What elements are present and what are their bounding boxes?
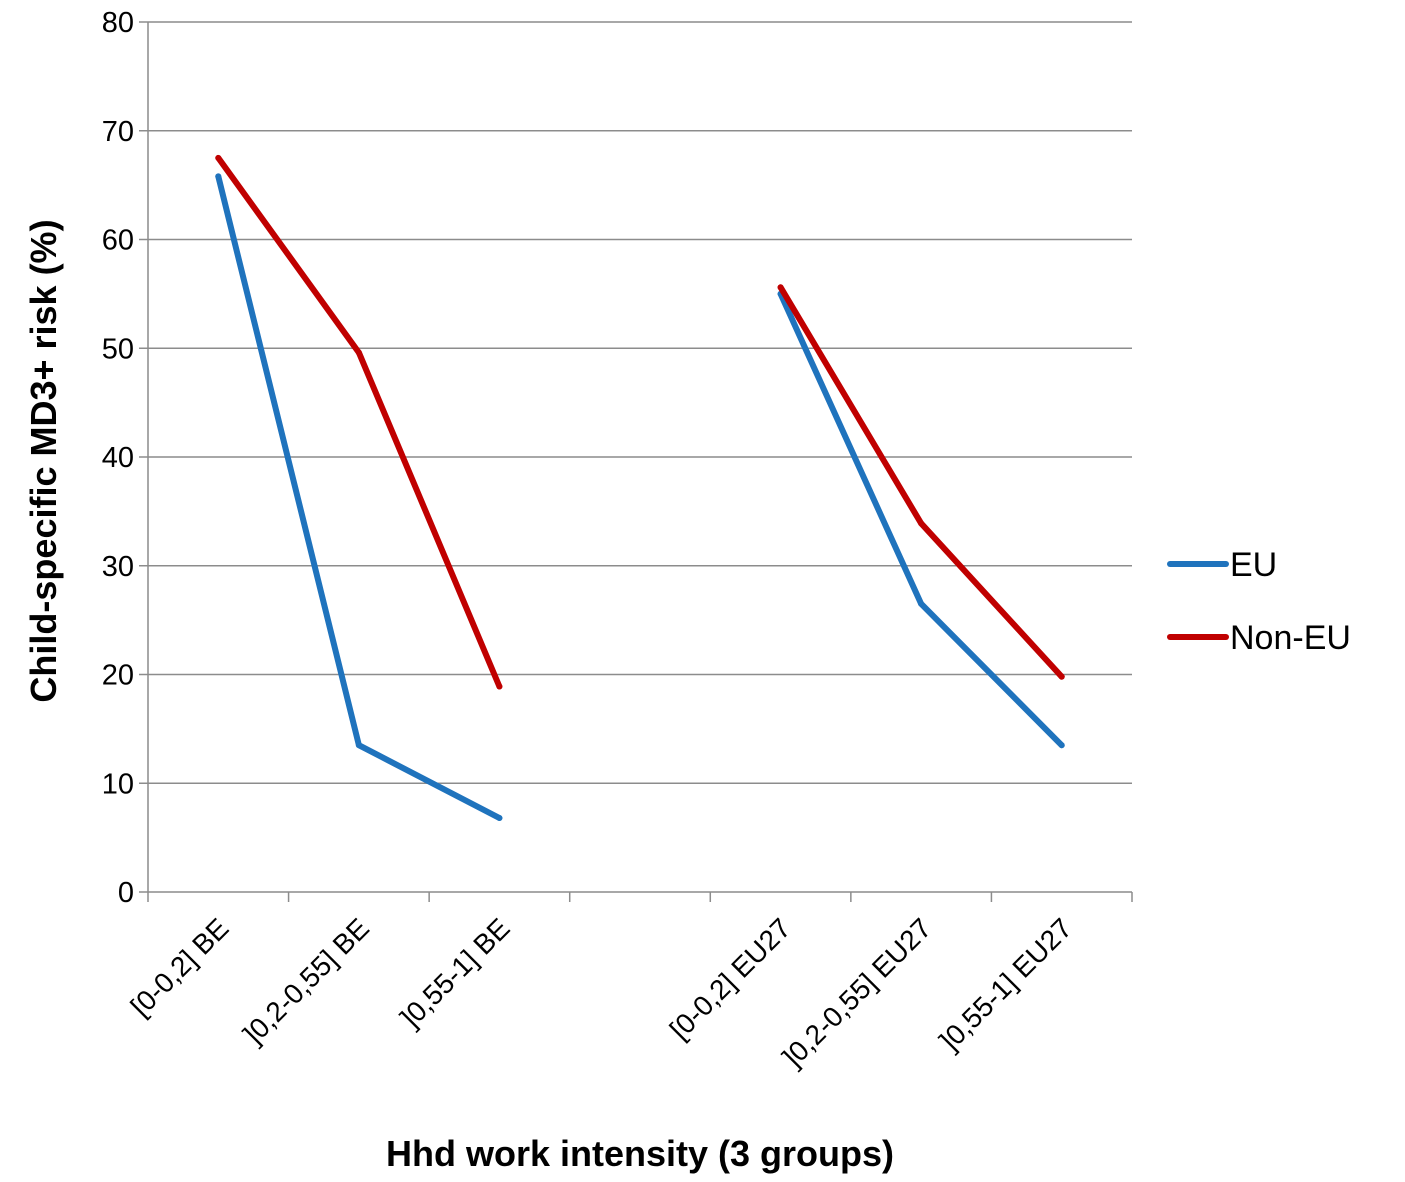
- legend-label: Non-EU: [1230, 619, 1351, 657]
- x-tick-label: ]0,2-0,55] EU27: [777, 912, 938, 1073]
- y-tick-label: 40: [102, 442, 134, 474]
- x-tick-label: ]0,55-1] EU27: [934, 912, 1078, 1056]
- legend: EU Non-EU: [1167, 546, 1351, 657]
- y-axis-title: Child-specific MD3+ risk (%): [23, 219, 64, 702]
- y-tick-label: 80: [102, 7, 134, 39]
- y-tick-label: 70: [102, 116, 134, 148]
- x-tick-label: [0-0,2] EU27: [664, 912, 797, 1045]
- x-tick-label: [0-0,2] BE: [125, 912, 235, 1022]
- x-axis-title: Hhd work intensity (3 groups): [386, 1133, 894, 1174]
- data-point-non-eu: [1058, 673, 1065, 680]
- series-line-eu: [215, 173, 503, 821]
- data-point-non-eu: [215, 154, 222, 161]
- data-point-eu: [918, 600, 925, 607]
- data-point-non-eu: [918, 520, 925, 527]
- x-tick-label: ]0,2-0,55] BE: [238, 912, 375, 1049]
- y-tick-label: 50: [102, 333, 134, 365]
- axes: [139, 21, 1133, 902]
- data-point-non-eu: [777, 284, 784, 291]
- y-tick-label: 60: [102, 225, 134, 257]
- data-point-eu: [355, 742, 362, 749]
- x-tick-labels: [0-0,2] BE]0,2-0,55] BE]0,55-1] BE [0-0,2…: [125, 912, 1078, 1073]
- data-point-eu: [1058, 742, 1065, 749]
- data-point-non-eu: [496, 683, 503, 690]
- x-tick-label: ]0,55-1] BE: [395, 912, 516, 1033]
- legend-label: EU: [1230, 546, 1277, 584]
- y-tick-label: 20: [102, 660, 134, 692]
- y-tick-label: 30: [102, 551, 134, 583]
- y-tick-label: 0: [118, 877, 134, 909]
- series-lines: [215, 154, 1065, 822]
- y-tick-label: 10: [102, 768, 134, 800]
- data-point-eu: [215, 173, 222, 180]
- data-point-eu: [496, 815, 503, 822]
- y-tick-labels: 0 10 20 30 40 50 60 70 80: [102, 7, 134, 909]
- data-point-non-eu: [355, 349, 362, 356]
- series-line-non-eu: [215, 154, 503, 690]
- series-line-non-eu: [777, 284, 1065, 680]
